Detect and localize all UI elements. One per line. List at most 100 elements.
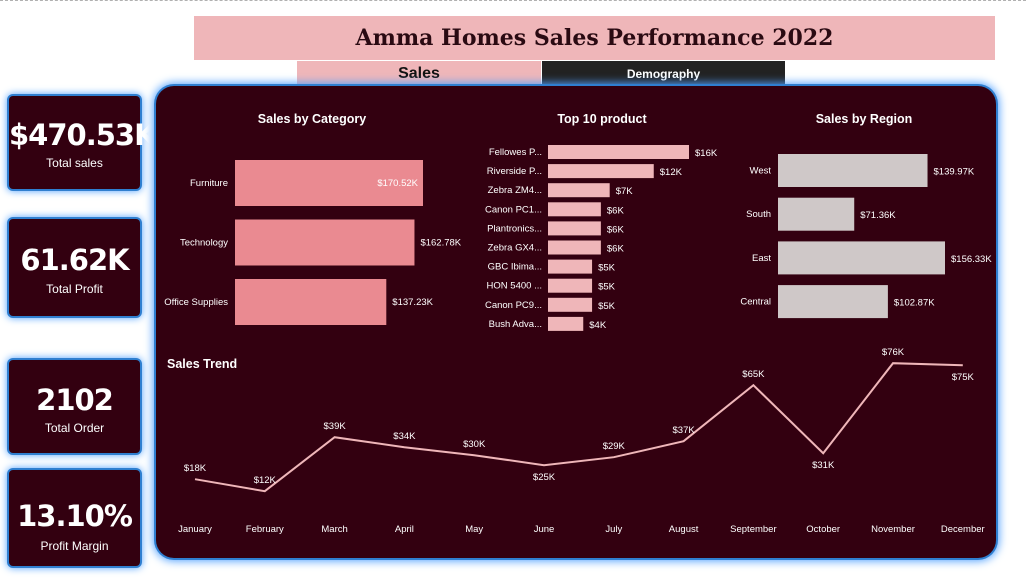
category-bar xyxy=(235,279,387,325)
tab-sales[interactable]: Sales xyxy=(297,61,541,87)
product-label: Zebra ZM4... xyxy=(488,185,542,196)
month-tick-label: August xyxy=(669,524,699,535)
product-bar xyxy=(548,297,593,312)
trend-value-label: $12K xyxy=(254,475,277,486)
product-label: HON 5400 ... xyxy=(487,281,542,292)
product-value-label: $6K xyxy=(607,224,625,235)
month-tick-label: March xyxy=(321,524,347,535)
trend-value-label: $25K xyxy=(533,472,556,483)
kpi-card-total-sales: $470.53K Total sales xyxy=(9,96,157,189)
month-tick-label: January xyxy=(178,524,212,535)
region-value-label: $156.33K xyxy=(951,254,992,265)
category-bar xyxy=(235,160,423,206)
product-label: Canon PC1... xyxy=(485,204,542,215)
chart-title: Sales by Region xyxy=(816,112,913,126)
category-value-label: $170.52K xyxy=(377,178,418,189)
sales-by-region-chart: Sales by Region West $139.97K South $71.36K E… xyxy=(740,112,992,319)
product-bar xyxy=(548,278,593,293)
product-bar xyxy=(548,240,601,255)
product-label: Zebra GX4... xyxy=(488,243,542,254)
product-label: Plantronics... xyxy=(487,223,542,234)
kpi-value: 13.10% xyxy=(17,499,133,533)
trend-value-label: $18K xyxy=(184,463,207,474)
kpi-label: Total sales xyxy=(46,156,103,170)
region-value-label: $139.97K xyxy=(934,167,975,178)
product-value-label: $12K xyxy=(660,167,683,178)
category-value-label: $162.78K xyxy=(420,238,461,249)
trend-value-label: $76K xyxy=(882,347,905,358)
product-label: Fellowes P... xyxy=(489,147,542,158)
month-tick-label: February xyxy=(246,524,284,535)
trend-value-label: $65K xyxy=(742,369,765,380)
top-border xyxy=(0,0,1026,1)
region-label: South xyxy=(746,209,771,220)
region-label: East xyxy=(752,253,771,264)
product-bar xyxy=(548,145,689,159)
region-label: West xyxy=(750,166,772,177)
region-bar xyxy=(778,197,855,231)
product-label: Canon PC9... xyxy=(485,300,542,311)
product-bar xyxy=(548,316,584,331)
chart-title: Top 10 product xyxy=(557,112,647,126)
sales-trend-chart: Sales Trend January $18K February $12K March $… xyxy=(167,347,985,535)
category-bar xyxy=(235,219,415,266)
region-value-label: $102.87K xyxy=(894,298,935,309)
product-bar xyxy=(548,259,593,274)
month-tick-label: September xyxy=(730,524,776,535)
product-bar xyxy=(548,202,601,217)
trend-value-label: $37K xyxy=(673,425,696,436)
month-tick-label: June xyxy=(534,524,555,535)
product-bar xyxy=(548,183,610,198)
product-label: Bush Adva... xyxy=(489,319,542,330)
kpi-card-profit-margin: 13.10% Profit Margin xyxy=(9,470,140,566)
region-bar xyxy=(778,154,928,187)
kpi-value: 61.62K xyxy=(20,243,129,277)
region-bar xyxy=(778,241,945,275)
category-value-label: $137.23K xyxy=(392,297,433,308)
sales-by-category-chart: Sales by Category Furniture $170.52K Techno… xyxy=(164,112,462,325)
product-value-label: $5K xyxy=(598,263,616,274)
month-tick-label: May xyxy=(465,524,483,535)
month-tick-label: July xyxy=(605,524,622,535)
month-tick-label: November xyxy=(871,524,915,535)
trend-value-label: $75K xyxy=(952,372,975,383)
product-value-label: $7K xyxy=(616,186,634,197)
category-label: Office Supplies xyxy=(164,297,228,308)
month-tick-label: October xyxy=(806,524,840,535)
category-label: Technology xyxy=(180,238,228,249)
kpi-value: 2102 xyxy=(36,383,114,417)
product-value-label: $4K xyxy=(589,320,607,331)
report-title: Amma Homes Sales Performance 2022 xyxy=(355,25,834,51)
region-bar xyxy=(778,285,888,319)
report-title-bar: Amma Homes Sales Performance 2022 xyxy=(194,16,995,60)
chart-title: Sales Trend xyxy=(167,357,237,371)
trend-value-label: $29K xyxy=(603,441,626,452)
region-label: Central xyxy=(740,297,771,308)
trend-value-label: $30K xyxy=(463,439,486,450)
chart-title: Sales by Category xyxy=(258,112,366,126)
product-value-label: $6K xyxy=(607,205,625,216)
product-label: GBC Ibima... xyxy=(488,262,542,273)
kpi-card-total-order: 2102 Total Order xyxy=(9,360,140,453)
kpi-value: $470.53K xyxy=(9,118,157,152)
kpi-label: Total Profit xyxy=(46,282,103,296)
kpi-label: Total Order xyxy=(44,421,105,435)
product-value-label: $5K xyxy=(598,301,616,312)
trend-value-label: $39K xyxy=(324,421,347,432)
month-tick-label: December xyxy=(941,524,985,535)
product-value-label: $6K xyxy=(607,244,625,255)
product-bar xyxy=(548,164,654,179)
product-value-label: $16K xyxy=(695,148,718,159)
tab-demography[interactable]: Demography xyxy=(542,61,785,87)
kpi-card-total-profit: 61.62K Total Profit xyxy=(9,219,140,316)
product-label: Riverside P... xyxy=(487,166,542,177)
product-bar xyxy=(548,221,601,236)
month-tick-label: April xyxy=(395,524,414,535)
top-10-product-chart: Top 10 product Fellowes P... $16K Riverside… xyxy=(485,112,718,331)
product-value-label: $5K xyxy=(598,282,616,293)
trend-value-label: $34K xyxy=(393,431,416,442)
kpi-label: Profit Margin xyxy=(40,539,109,553)
region-value-label: $71.36K xyxy=(860,210,896,221)
sales-trend-line xyxy=(194,362,963,493)
